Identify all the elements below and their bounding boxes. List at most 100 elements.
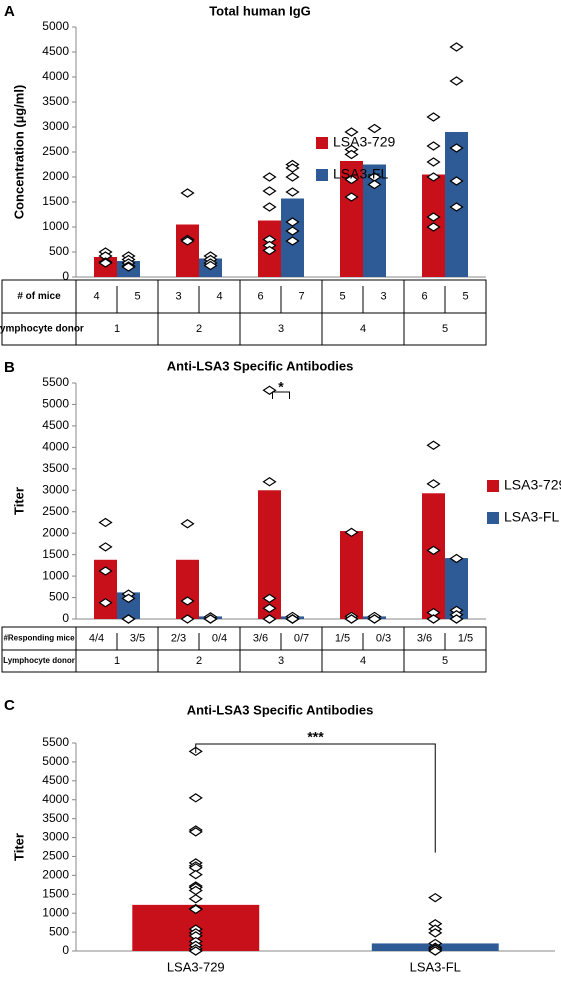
x-tick-label: LSA3-729	[167, 959, 225, 974]
data-point	[188, 863, 203, 873]
data-point	[344, 127, 359, 137]
y-tick-label: 2500	[42, 849, 69, 863]
data-point	[203, 260, 218, 271]
table-row-label: #Responding mice	[3, 634, 75, 643]
data-point	[449, 176, 464, 186]
data-point	[98, 258, 113, 268]
data-point	[180, 236, 195, 246]
data-point	[188, 827, 203, 837]
data-point	[426, 172, 441, 182]
y-tick-label: 0	[62, 269, 69, 283]
data-point	[180, 614, 195, 624]
category-label: 2	[196, 323, 202, 335]
y-tick-label: 5500	[42, 735, 69, 749]
bar	[422, 493, 445, 619]
data-point	[426, 479, 441, 489]
data-point	[121, 593, 136, 604]
data-point	[426, 157, 441, 167]
category-label: 2	[196, 655, 202, 667]
data-point	[285, 187, 300, 197]
y-tick-label: 0	[62, 611, 69, 625]
data-point	[262, 202, 277, 212]
panel-letter: B	[4, 359, 15, 376]
data-point	[98, 597, 113, 608]
data-point	[180, 519, 195, 529]
bar	[363, 164, 386, 277]
data-point	[428, 928, 443, 938]
data-point	[188, 894, 203, 904]
category-label: 3	[278, 655, 284, 667]
chart-title: Total human IgG	[209, 3, 311, 18]
y-tick-label: 3000	[42, 482, 69, 496]
y-axis-label: Titer	[11, 487, 26, 515]
chart-title: Anti-LSA3 Specific Antibodies	[187, 702, 374, 717]
data-point	[426, 141, 441, 151]
data-point	[121, 614, 136, 624]
category-label: 5	[442, 323, 448, 335]
table-cell: 0/3	[376, 632, 391, 644]
data-point	[262, 186, 277, 196]
y-tick-label: 0	[62, 943, 69, 957]
panel-letter: A	[4, 3, 15, 20]
data-point	[262, 614, 277, 624]
panel-letter: C	[4, 697, 15, 714]
y-tick-label: 3500	[42, 461, 69, 475]
data-point	[449, 553, 464, 564]
table-cell: 0/7	[294, 632, 309, 644]
data-point	[367, 123, 382, 134]
legend-swatch	[487, 512, 499, 524]
data-point	[449, 76, 464, 86]
table-row-label: # of mice	[17, 291, 61, 302]
table-cell: 0/4	[212, 632, 227, 644]
data-point	[188, 946, 203, 956]
data-point	[285, 172, 300, 182]
x-tick-label: LSA3-FL	[410, 959, 461, 974]
table-cell: 6	[257, 290, 263, 302]
data-point	[262, 593, 277, 604]
data-point	[428, 946, 443, 956]
data-point	[285, 226, 300, 236]
significance-label: ***	[307, 729, 324, 745]
y-tick-label: 5000	[42, 19, 69, 33]
data-point	[188, 869, 203, 880]
y-tick-label: 3000	[42, 119, 69, 133]
bar	[445, 558, 468, 619]
significance-bracket	[195, 743, 436, 853]
data-point	[344, 192, 359, 202]
table-cell: 5	[134, 290, 140, 302]
y-tick-label: 3000	[42, 830, 69, 844]
legend-swatch	[487, 480, 499, 492]
y-tick-label: 4500	[42, 773, 69, 787]
data-point	[121, 262, 136, 272]
category-label: 5	[442, 655, 448, 667]
y-tick-label: 500	[49, 244, 69, 258]
y-tick-label: 1500	[42, 194, 69, 208]
legend-label: LSA3-FL	[333, 166, 388, 182]
y-tick-label: 4500	[42, 44, 69, 58]
y-tick-label: 2000	[42, 169, 69, 183]
data-point	[344, 614, 359, 624]
table-cell: 3	[175, 290, 181, 302]
table-cell: 4	[216, 290, 222, 302]
y-tick-label: 5000	[42, 397, 69, 411]
data-point	[449, 143, 464, 153]
y-tick-label: 2500	[42, 504, 69, 518]
bar	[258, 490, 281, 619]
data-point	[449, 614, 464, 624]
y-tick-label: 5000	[42, 754, 69, 768]
bar	[340, 531, 363, 619]
data-point	[285, 236, 300, 246]
table-cell: 1/5	[458, 632, 473, 644]
y-tick-label: 1000	[42, 905, 69, 919]
data-point	[426, 545, 441, 556]
data-point	[367, 179, 382, 190]
category-label: 4	[360, 323, 366, 335]
table-cell: 3	[380, 290, 386, 302]
data-point	[188, 904, 203, 915]
significance-label: *	[278, 379, 284, 395]
table-cell: 7	[298, 290, 304, 302]
category-label: 1	[114, 655, 120, 667]
y-axis-label: Concentration (µg/ml)	[11, 85, 26, 220]
y-tick-label: 2000	[42, 525, 69, 539]
